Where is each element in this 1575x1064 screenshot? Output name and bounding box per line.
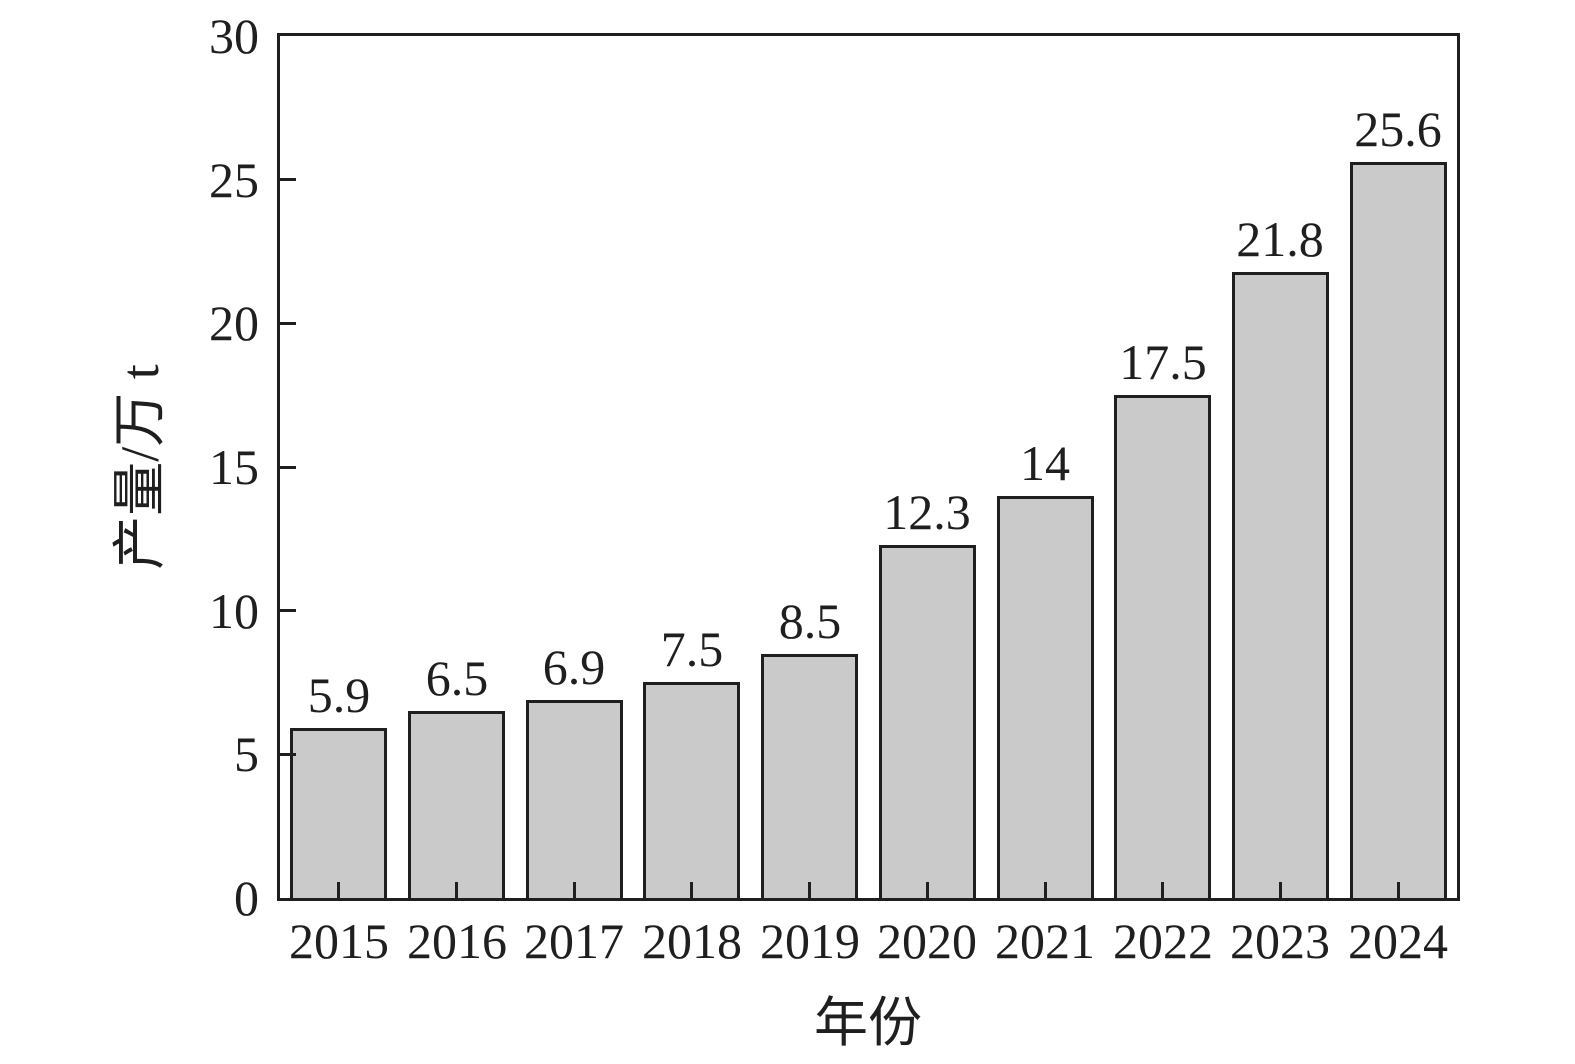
x-tick-label: 2019 [760, 913, 860, 969]
x-axis-tick [1397, 882, 1400, 898]
bar-value-label: 25.6 [1354, 101, 1442, 157]
x-tick-label: 2015 [289, 913, 389, 969]
bar [879, 545, 976, 898]
y-axis-tick [280, 753, 296, 756]
x-tick-label: 2024 [1348, 913, 1448, 969]
plot-area: 5.9 6.5 6.9 7.5 8.5 12.3 14 17.5 21.8 25.6 [277, 33, 1460, 901]
bar-value-label: 17.5 [1119, 334, 1207, 390]
y-axis-tick [280, 466, 296, 469]
bar-value-label: 6.5 [425, 650, 489, 706]
bar-value-label: 7.5 [660, 621, 724, 677]
bar [1350, 162, 1447, 898]
x-axis-tick [337, 882, 340, 898]
bar [408, 711, 505, 898]
x-axis-tick [926, 882, 929, 898]
y-tick-label: 0 [234, 870, 259, 926]
x-axis-tick [1044, 882, 1047, 898]
y-tick-label: 20 [209, 295, 259, 351]
x-tick-label: 2022 [1113, 913, 1213, 969]
bar [761, 654, 858, 898]
bar [997, 496, 1094, 898]
bar-value-label: 6.9 [542, 639, 606, 695]
x-axis-tick [690, 882, 693, 898]
bar-value-label: 14 [1020, 435, 1070, 491]
x-axis-title: 年份 [814, 993, 922, 1053]
y-axis-tick [280, 609, 296, 612]
x-tick-label: 2017 [524, 913, 624, 969]
x-tick-label: 2020 [877, 913, 977, 969]
y-axis-tick [280, 322, 296, 325]
y-tick-label: 5 [234, 726, 259, 782]
bar-value-label: 12.3 [883, 484, 971, 540]
bar [526, 700, 623, 898]
bar-value-label: 8.5 [778, 593, 842, 649]
x-axis-tick [808, 882, 811, 898]
x-tick-label: 2021 [995, 913, 1095, 969]
x-axis-tick [455, 882, 458, 898]
x-tick-label: 2018 [642, 913, 742, 969]
x-tick-label: 2023 [1230, 913, 1330, 969]
y-tick-label: 25 [209, 152, 259, 208]
bar [643, 682, 740, 898]
bar [290, 728, 387, 898]
y-tick-label: 15 [209, 439, 259, 495]
x-axis-tick [1279, 882, 1282, 898]
x-axis-tick [573, 882, 576, 898]
bar-value-label: 5.9 [307, 667, 371, 723]
bar [1114, 395, 1211, 898]
bar-value-label: 21.8 [1236, 211, 1324, 267]
bar [1232, 272, 1329, 898]
y-tick-label: 10 [209, 583, 259, 639]
y-axis-tick [280, 178, 296, 181]
x-axis-tick [1161, 882, 1164, 898]
y-tick-label: 30 [209, 8, 259, 64]
x-tick-label: 2016 [407, 913, 507, 969]
